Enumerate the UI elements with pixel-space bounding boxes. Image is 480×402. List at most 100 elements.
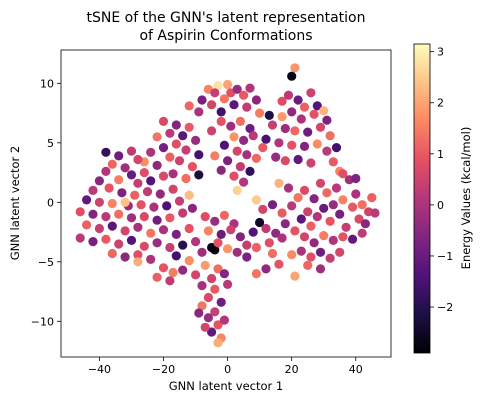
scatter-point	[217, 166, 226, 175]
scatter-point	[316, 179, 325, 188]
scatter-point	[306, 252, 315, 261]
scatter-point	[185, 101, 194, 110]
scatter-point	[258, 143, 267, 152]
x-tick-label: 0	[224, 363, 231, 376]
scatter-point	[146, 176, 155, 185]
scatter-point	[300, 142, 309, 151]
scatter-point	[322, 188, 331, 197]
scatter-point	[127, 147, 136, 156]
scatter-point	[159, 172, 168, 181]
scatter-point	[204, 293, 213, 302]
scatter-point	[197, 248, 206, 257]
colorbar-tick-label: −1	[437, 250, 453, 263]
scatter-point	[229, 172, 238, 181]
scatter-point	[217, 107, 226, 116]
colorbar	[414, 44, 430, 353]
scatter-point	[252, 243, 261, 252]
scatter-point	[332, 143, 341, 152]
scatter-point	[303, 207, 312, 216]
scatter-point	[175, 156, 184, 165]
scatter-point	[297, 247, 306, 256]
scatter-point	[278, 208, 287, 217]
scatter-point	[294, 95, 303, 104]
scatter-point	[108, 199, 117, 208]
scatter-point	[306, 158, 315, 167]
scatter-point	[121, 163, 130, 172]
x-axis-ticks: −40 −20 0 20 40	[88, 357, 363, 376]
scatter-point	[185, 224, 194, 233]
scatter-point	[95, 198, 104, 207]
scatter-point	[348, 235, 357, 244]
scatter-point	[88, 237, 97, 246]
scatter-point	[101, 212, 110, 221]
scatter-point	[223, 156, 232, 165]
scatter-point	[310, 110, 319, 119]
scatter-point	[278, 112, 287, 121]
scatter-point	[284, 183, 293, 192]
scatter-point	[210, 285, 219, 294]
scatter-point	[229, 100, 238, 109]
scatter-point	[274, 179, 283, 188]
scatter-points	[76, 63, 380, 347]
scatter-point	[287, 141, 296, 150]
scatter-point	[261, 264, 270, 273]
scatter-point	[329, 200, 338, 209]
scatter-point	[265, 111, 274, 120]
scatter-point	[233, 147, 242, 156]
scatter-point	[130, 191, 139, 200]
scatter-point	[153, 273, 162, 282]
colorbar-tick-label: 0	[437, 199, 444, 212]
scatter-point	[207, 100, 216, 109]
scatter-point	[217, 298, 226, 307]
scatter-point	[284, 91, 293, 100]
scatter-point	[220, 316, 229, 325]
scatter-point	[114, 151, 123, 160]
scatter-point	[361, 219, 370, 228]
scatter-point	[88, 210, 97, 219]
scatter-point	[358, 229, 367, 238]
x-tick-label: −20	[152, 363, 175, 376]
scatter-point	[137, 200, 146, 209]
scatter-point	[88, 186, 97, 195]
scatter-point	[172, 251, 181, 260]
scatter-point	[105, 183, 114, 192]
scatter-point	[297, 214, 306, 223]
scatter-point	[133, 155, 142, 164]
scatter-point	[335, 210, 344, 219]
scatter-point	[303, 128, 312, 137]
scatter-point	[287, 201, 296, 210]
scatter-point	[287, 72, 296, 81]
scatter-point	[255, 109, 264, 118]
scatter-point	[114, 210, 123, 219]
scatter-point	[165, 129, 174, 138]
scatter-point	[153, 161, 162, 170]
scatter-point	[290, 272, 299, 281]
x-tick-label: 20	[285, 363, 299, 376]
scatter-point	[268, 120, 277, 129]
scatter-point	[114, 239, 123, 248]
scatter-point	[310, 194, 319, 203]
scatter-point	[188, 204, 197, 213]
scatter-point	[306, 88, 315, 97]
scatter-point	[178, 241, 187, 250]
scatter-point	[201, 212, 210, 221]
scatter-point	[278, 233, 287, 242]
scatter-point	[281, 156, 290, 165]
scatter-point	[303, 261, 312, 270]
scatter-point	[153, 216, 162, 225]
colorbar-tick-label: 3	[437, 46, 444, 59]
scatter-point	[194, 107, 203, 116]
scatter-point	[229, 132, 238, 141]
scatter-point	[300, 232, 309, 241]
scatter-point	[121, 226, 130, 235]
colorbar-tick-label: 2	[437, 97, 444, 110]
scatter-point	[245, 167, 254, 176]
scatter-point	[316, 123, 325, 132]
x-tick-label: 40	[349, 363, 363, 376]
scatter-point	[338, 195, 347, 204]
scatter-point	[329, 157, 338, 166]
scatter-point	[194, 308, 203, 317]
scatter-point	[338, 169, 347, 178]
scatter-point	[300, 186, 309, 195]
scatter-point	[108, 160, 117, 169]
